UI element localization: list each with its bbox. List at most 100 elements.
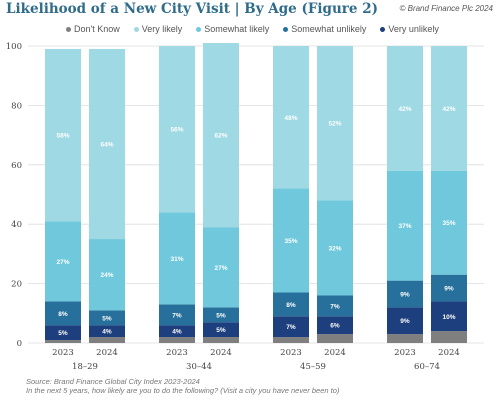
x-tick-year-label: 2023: [166, 348, 188, 358]
legend-label-somewhat-likely: Somewhat likely: [204, 24, 270, 34]
x-tick-year-label: 2024: [438, 348, 460, 358]
bar-segment: [317, 46, 353, 201]
data-label: 24%: [100, 272, 113, 279]
stacked-bar-chart: 0 20 40 60 80 100 5% 8% 27% 58% 2023 4% 5% 24% 64% 2024…: [6, 42, 484, 372]
y-tick-label-20: 20: [11, 280, 22, 290]
legend-label-very-unlikely: Very unlikely: [388, 24, 439, 34]
x-tick-year-label: 2023: [280, 348, 302, 358]
data-label: 27%: [214, 265, 227, 272]
data-label: 52%: [328, 121, 341, 128]
data-label: 9%: [400, 291, 410, 298]
bar-segment: [273, 292, 309, 317]
chart-title: Likelihood of a New City Visit | By Age …: [6, 1, 378, 17]
bar-segment: [203, 322, 239, 338]
data-label: 27%: [56, 259, 69, 266]
data-label: 58%: [56, 133, 69, 140]
data-label: 62%: [214, 133, 227, 140]
y-tick-label-60: 60: [11, 161, 22, 171]
legend-label-dont-know: Don't Know: [74, 24, 120, 34]
data-label: 5%: [216, 327, 226, 334]
data-label: 64%: [100, 142, 113, 149]
bar-segment: [89, 310, 125, 326]
bar-segment: [45, 48, 81, 222]
legend-item-dont-know: Don't Know: [66, 24, 120, 34]
bar-segment: [89, 337, 125, 343]
bar-segment: [45, 221, 81, 302]
data-label: 6%: [330, 323, 340, 330]
bar-segment: [273, 188, 309, 293]
x-group-label: 60–74: [414, 362, 440, 372]
legend-label-somewhat-unlikely: Somewhat unlikely: [291, 24, 367, 34]
bar-segment: [159, 337, 195, 343]
bar-segment: [431, 170, 467, 275]
data-label: 7%: [286, 324, 296, 331]
data-label: 9%: [400, 318, 410, 325]
data-label: 4%: [102, 329, 112, 336]
x-tick-year-label: 2024: [96, 348, 118, 358]
bar-segment: [431, 274, 467, 302]
data-label: 48%: [284, 115, 297, 122]
legend-item-very-likely: Very likely: [133, 24, 183, 34]
bar-segment: [387, 334, 423, 343]
data-label: 8%: [286, 302, 296, 309]
bar-segment: [203, 227, 239, 308]
x-tick-year-label: 2023: [394, 348, 416, 358]
data-label: 4%: [172, 329, 182, 336]
bar-segment: [317, 334, 353, 343]
x-group-label: 30–44: [186, 362, 212, 372]
bar-segment: [431, 301, 467, 332]
data-label: 32%: [328, 245, 341, 252]
legend-swatch-dont-know: [66, 26, 71, 32]
data-label: 10%: [442, 314, 455, 321]
legend-item-somewhat-unlikely: Somewhat unlikely: [283, 24, 366, 34]
data-label: 42%: [442, 106, 455, 113]
legend-item-very-unlikely: Very unlikely: [380, 24, 439, 34]
y-tick-label-80: 80: [11, 101, 22, 111]
x-tick-year-label: 2023: [52, 348, 74, 358]
x-tick-year-label: 2024: [210, 348, 232, 358]
data-label: 5%: [216, 312, 226, 319]
x-group-label: 18–29: [72, 362, 98, 372]
data-label: 7%: [330, 303, 340, 310]
bar-segment: [89, 325, 125, 338]
source-note: Source: Brand Finance Global City Index …: [26, 377, 200, 386]
data-label: 42%: [398, 106, 411, 113]
legend-swatch-very-unlikely: [380, 26, 386, 32]
bar-segment: [45, 325, 81, 341]
bar-segment: [387, 46, 423, 171]
data-label: 5%: [58, 330, 68, 337]
bar-segment: [203, 337, 239, 343]
bar-segment: [273, 46, 309, 189]
legend-label-very-likely: Very likely: [141, 24, 183, 34]
bar-segment: [89, 239, 125, 311]
data-label: 35%: [442, 220, 455, 227]
bar-segment: [159, 212, 195, 305]
data-label: 37%: [398, 223, 411, 230]
bar-segment: [203, 307, 239, 323]
legend-swatch-somewhat-likely: [196, 26, 202, 32]
y-tick-label-100: 100: [6, 42, 22, 52]
bar-segment: [387, 307, 423, 335]
data-label: 7%: [172, 312, 182, 319]
bar-segment: [45, 340, 81, 343]
legend-swatch-very-likely: [133, 26, 139, 32]
bar-segment: [273, 337, 309, 343]
bar-segment: [159, 46, 195, 213]
data-label: 35%: [284, 238, 297, 245]
x-group-label: 45–59: [300, 362, 326, 372]
bar-segment: [273, 316, 309, 338]
bar-segment: [387, 170, 423, 281]
bar-segment: [317, 295, 353, 317]
bar-segment: [317, 316, 353, 335]
y-tick-label-0: 0: [17, 339, 22, 349]
legend-item-somewhat-likely: Somewhat likely: [196, 24, 269, 34]
bar-segment: [45, 301, 81, 326]
data-label: 5%: [102, 315, 112, 322]
survey-question-note: In the next 5 years, how likely are you …: [26, 386, 340, 395]
bar-segment: [317, 200, 353, 296]
bar-segment: [159, 304, 195, 326]
legend-swatch-somewhat-unlikely: [283, 26, 289, 32]
copyright-notice: © Brand Finance Plc 2024: [399, 4, 493, 13]
bar-segment: [431, 331, 467, 343]
data-label: 9%: [444, 286, 454, 293]
